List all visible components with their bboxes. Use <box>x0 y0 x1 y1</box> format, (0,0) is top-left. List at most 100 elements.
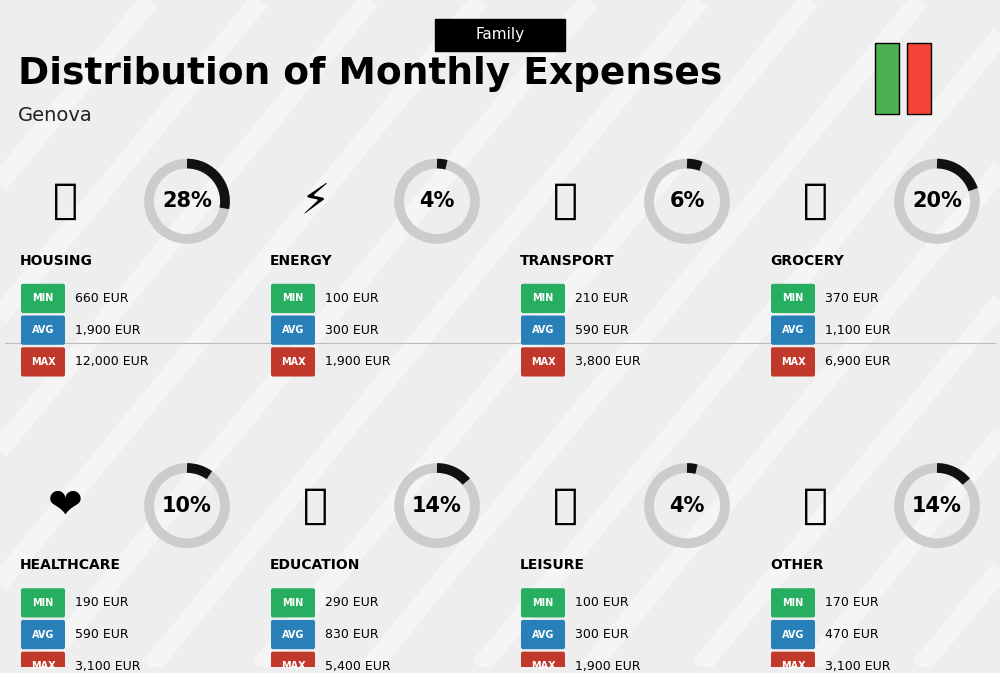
FancyBboxPatch shape <box>521 651 565 673</box>
FancyBboxPatch shape <box>435 19 565 50</box>
FancyBboxPatch shape <box>21 347 65 376</box>
Text: ⚡: ⚡ <box>300 180 330 222</box>
Text: Distribution of Monthly Expenses: Distribution of Monthly Expenses <box>18 57 722 92</box>
Text: AVG: AVG <box>532 325 554 335</box>
Text: 3,800 EUR: 3,800 EUR <box>575 355 641 368</box>
Text: MIN: MIN <box>282 293 304 304</box>
Text: MIN: MIN <box>532 598 554 608</box>
Text: MAX: MAX <box>531 662 555 671</box>
Text: 12,000 EUR: 12,000 EUR <box>75 355 148 368</box>
FancyBboxPatch shape <box>875 42 899 114</box>
Text: 170 EUR: 170 EUR <box>825 596 879 609</box>
Text: 👜: 👜 <box>802 485 828 527</box>
FancyBboxPatch shape <box>521 316 565 345</box>
FancyBboxPatch shape <box>21 588 65 617</box>
FancyBboxPatch shape <box>521 588 565 617</box>
Text: MAX: MAX <box>781 662 805 671</box>
Text: AVG: AVG <box>282 629 304 639</box>
Text: 290 EUR: 290 EUR <box>325 596 378 609</box>
Text: MAX: MAX <box>281 662 305 671</box>
Text: HEALTHCARE: HEALTHCARE <box>20 558 121 572</box>
Text: TRANSPORT: TRANSPORT <box>520 254 615 268</box>
Text: 4%: 4% <box>419 191 455 211</box>
FancyBboxPatch shape <box>21 651 65 673</box>
Text: 210 EUR: 210 EUR <box>575 292 629 305</box>
Text: 14%: 14% <box>412 495 462 516</box>
Text: AVG: AVG <box>282 325 304 335</box>
Text: AVG: AVG <box>32 325 54 335</box>
Text: MIN: MIN <box>782 598 804 608</box>
Text: 300 EUR: 300 EUR <box>575 628 629 641</box>
FancyBboxPatch shape <box>907 42 931 114</box>
Text: Genova: Genova <box>18 106 93 125</box>
Text: 6%: 6% <box>669 191 705 211</box>
Text: 1,900 EUR: 1,900 EUR <box>575 660 640 673</box>
Text: 1,900 EUR: 1,900 EUR <box>325 355 390 368</box>
Text: ❤: ❤ <box>48 485 82 527</box>
Text: 14%: 14% <box>912 495 962 516</box>
Text: 6,900 EUR: 6,900 EUR <box>825 355 890 368</box>
Text: 1,900 EUR: 1,900 EUR <box>75 324 140 336</box>
Text: AVG: AVG <box>32 629 54 639</box>
Text: 🛒: 🛒 <box>802 180 828 222</box>
Text: 🎓: 🎓 <box>302 485 328 527</box>
Text: 🏙: 🏙 <box>52 180 78 222</box>
Text: 1,100 EUR: 1,100 EUR <box>825 324 890 336</box>
FancyBboxPatch shape <box>521 284 565 313</box>
Text: 190 EUR: 190 EUR <box>75 596 128 609</box>
Text: 🛍: 🛍 <box>552 485 578 527</box>
FancyBboxPatch shape <box>271 651 315 673</box>
Text: 300 EUR: 300 EUR <box>325 324 379 336</box>
FancyBboxPatch shape <box>771 588 815 617</box>
Text: 20%: 20% <box>912 191 962 211</box>
Text: 660 EUR: 660 EUR <box>75 292 128 305</box>
Text: 590 EUR: 590 EUR <box>75 628 129 641</box>
Text: 100 EUR: 100 EUR <box>325 292 379 305</box>
Text: EDUCATION: EDUCATION <box>270 558 360 572</box>
FancyBboxPatch shape <box>271 347 315 376</box>
Text: 3,100 EUR: 3,100 EUR <box>825 660 890 673</box>
Text: 10%: 10% <box>162 495 212 516</box>
FancyBboxPatch shape <box>21 316 65 345</box>
FancyBboxPatch shape <box>521 620 565 649</box>
Text: GROCERY: GROCERY <box>770 254 844 268</box>
Text: Family: Family <box>475 27 525 42</box>
FancyBboxPatch shape <box>271 284 315 313</box>
Text: 470 EUR: 470 EUR <box>825 628 879 641</box>
Text: 100 EUR: 100 EUR <box>575 596 629 609</box>
Text: AVG: AVG <box>782 629 804 639</box>
Text: MIN: MIN <box>282 598 304 608</box>
FancyBboxPatch shape <box>271 588 315 617</box>
FancyBboxPatch shape <box>271 620 315 649</box>
Text: MAX: MAX <box>781 357 805 367</box>
FancyBboxPatch shape <box>771 347 815 376</box>
Text: MAX: MAX <box>281 357 305 367</box>
Text: HOUSING: HOUSING <box>20 254 93 268</box>
FancyBboxPatch shape <box>771 651 815 673</box>
Text: 370 EUR: 370 EUR <box>825 292 879 305</box>
FancyBboxPatch shape <box>771 316 815 345</box>
Text: MAX: MAX <box>31 662 55 671</box>
Text: 🚌: 🚌 <box>552 180 578 222</box>
Text: OTHER: OTHER <box>770 558 823 572</box>
Text: AVG: AVG <box>532 629 554 639</box>
Text: 3,100 EUR: 3,100 EUR <box>75 660 140 673</box>
FancyBboxPatch shape <box>771 284 815 313</box>
Text: AVG: AVG <box>782 325 804 335</box>
Text: MIN: MIN <box>32 598 54 608</box>
Text: MIN: MIN <box>32 293 54 304</box>
Text: MIN: MIN <box>532 293 554 304</box>
Text: ENERGY: ENERGY <box>270 254 333 268</box>
FancyBboxPatch shape <box>21 284 65 313</box>
FancyBboxPatch shape <box>771 620 815 649</box>
Text: 830 EUR: 830 EUR <box>325 628 379 641</box>
Text: LEISURE: LEISURE <box>520 558 585 572</box>
Text: 590 EUR: 590 EUR <box>575 324 629 336</box>
FancyBboxPatch shape <box>21 620 65 649</box>
Text: 28%: 28% <box>162 191 212 211</box>
FancyBboxPatch shape <box>271 316 315 345</box>
FancyBboxPatch shape <box>521 347 565 376</box>
Text: 4%: 4% <box>669 495 705 516</box>
Text: MAX: MAX <box>31 357 55 367</box>
Text: 5,400 EUR: 5,400 EUR <box>325 660 391 673</box>
